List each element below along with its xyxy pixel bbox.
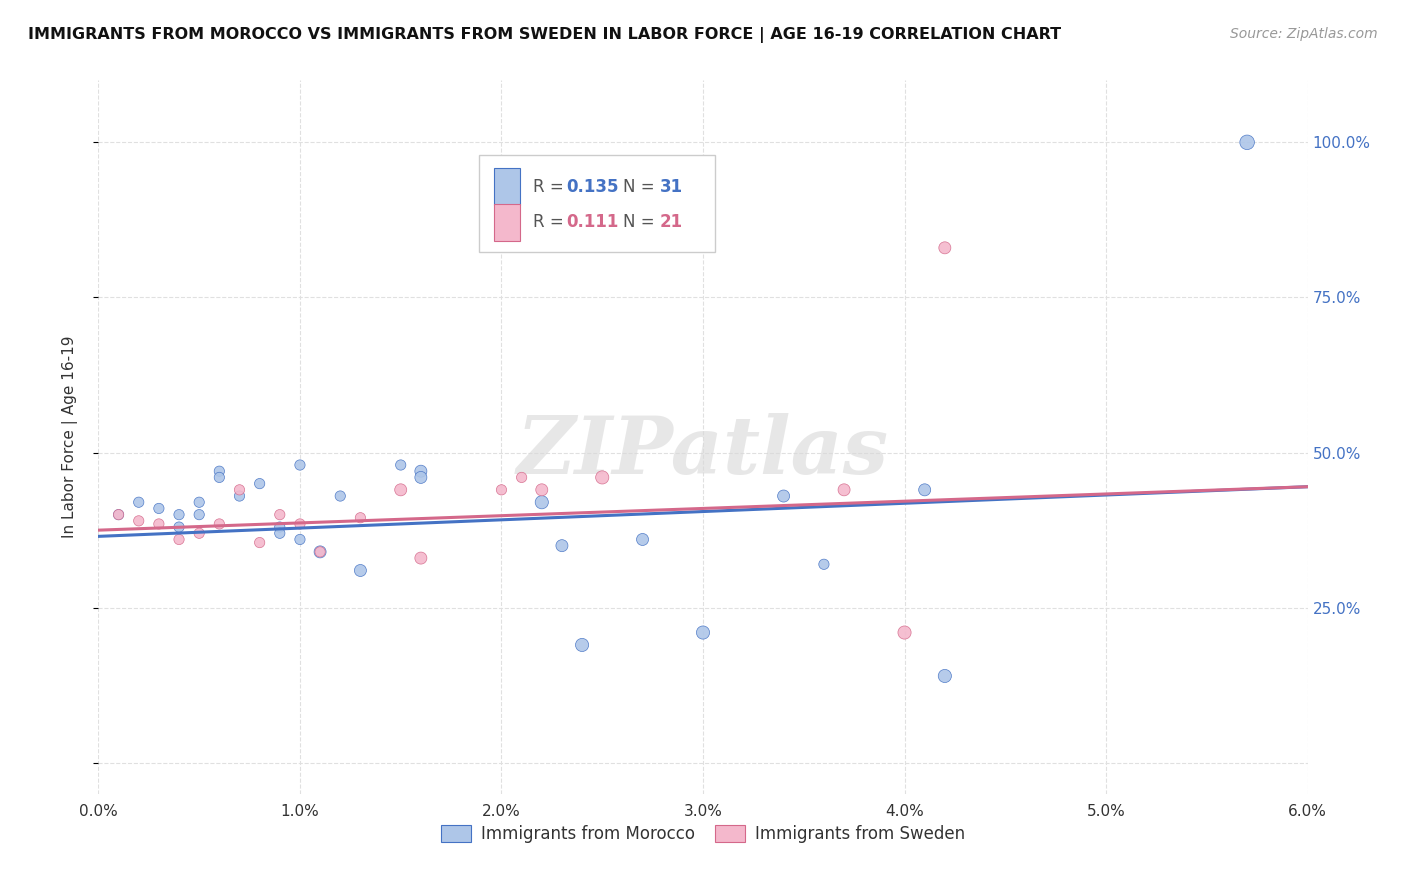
Text: 0.111: 0.111 bbox=[567, 213, 619, 231]
Point bbox=[228, 483, 250, 497]
Point bbox=[249, 535, 271, 549]
Text: 0.135: 0.135 bbox=[567, 178, 619, 195]
Legend: Immigrants from Morocco, Immigrants from Sweden: Immigrants from Morocco, Immigrants from… bbox=[434, 818, 972, 850]
Point bbox=[409, 464, 432, 478]
Point bbox=[409, 551, 432, 566]
Point bbox=[530, 495, 553, 509]
Text: 21: 21 bbox=[659, 213, 682, 231]
Point bbox=[510, 470, 533, 484]
Point bbox=[208, 516, 231, 531]
Point bbox=[631, 533, 654, 547]
Text: R =: R = bbox=[533, 178, 568, 195]
Text: N =: N = bbox=[623, 178, 659, 195]
Y-axis label: In Labor Force | Age 16-19: In Labor Force | Age 16-19 bbox=[62, 335, 77, 539]
Text: IMMIGRANTS FROM MOROCCO VS IMMIGRANTS FROM SWEDEN IN LABOR FORCE | AGE 16-19 COR: IMMIGRANTS FROM MOROCCO VS IMMIGRANTS FR… bbox=[28, 27, 1062, 43]
Point bbox=[571, 638, 593, 652]
Point bbox=[934, 241, 956, 255]
Point bbox=[269, 526, 291, 541]
Point bbox=[813, 558, 835, 572]
Point bbox=[269, 508, 291, 522]
Point bbox=[772, 489, 794, 503]
Point bbox=[934, 669, 956, 683]
Point bbox=[188, 508, 211, 522]
Point bbox=[208, 464, 231, 478]
Point bbox=[128, 514, 150, 528]
Point bbox=[591, 470, 613, 484]
Point bbox=[107, 508, 129, 522]
Point bbox=[551, 539, 574, 553]
Point bbox=[530, 483, 553, 497]
Point bbox=[329, 489, 352, 503]
Point bbox=[409, 470, 432, 484]
Point bbox=[167, 520, 190, 534]
Point bbox=[1236, 136, 1258, 150]
Text: N =: N = bbox=[623, 213, 659, 231]
Point bbox=[349, 510, 371, 524]
Point bbox=[288, 516, 311, 531]
Point bbox=[288, 533, 311, 547]
Text: ZIPatlas: ZIPatlas bbox=[517, 413, 889, 490]
Point bbox=[491, 483, 513, 497]
Point bbox=[389, 458, 412, 472]
Point bbox=[269, 520, 291, 534]
Bar bbox=[494, 203, 520, 241]
Point bbox=[249, 476, 271, 491]
Point bbox=[288, 458, 311, 472]
Point bbox=[914, 483, 936, 497]
Text: R =: R = bbox=[533, 213, 574, 231]
Point bbox=[188, 526, 211, 541]
Point bbox=[148, 516, 170, 531]
Point bbox=[107, 508, 129, 522]
Text: 31: 31 bbox=[659, 178, 682, 195]
Point bbox=[893, 625, 915, 640]
Point bbox=[188, 495, 211, 509]
Point bbox=[228, 489, 250, 503]
Text: Source: ZipAtlas.com: Source: ZipAtlas.com bbox=[1230, 27, 1378, 41]
Point bbox=[167, 533, 190, 547]
Point bbox=[832, 483, 855, 497]
Point bbox=[692, 625, 714, 640]
Point bbox=[208, 470, 231, 484]
Point bbox=[309, 545, 332, 559]
Point bbox=[389, 483, 412, 497]
Point bbox=[128, 495, 150, 509]
Point bbox=[309, 545, 332, 559]
Point bbox=[167, 508, 190, 522]
FancyBboxPatch shape bbox=[479, 155, 716, 252]
Bar bbox=[494, 168, 520, 205]
Point bbox=[148, 501, 170, 516]
Point bbox=[349, 564, 371, 578]
